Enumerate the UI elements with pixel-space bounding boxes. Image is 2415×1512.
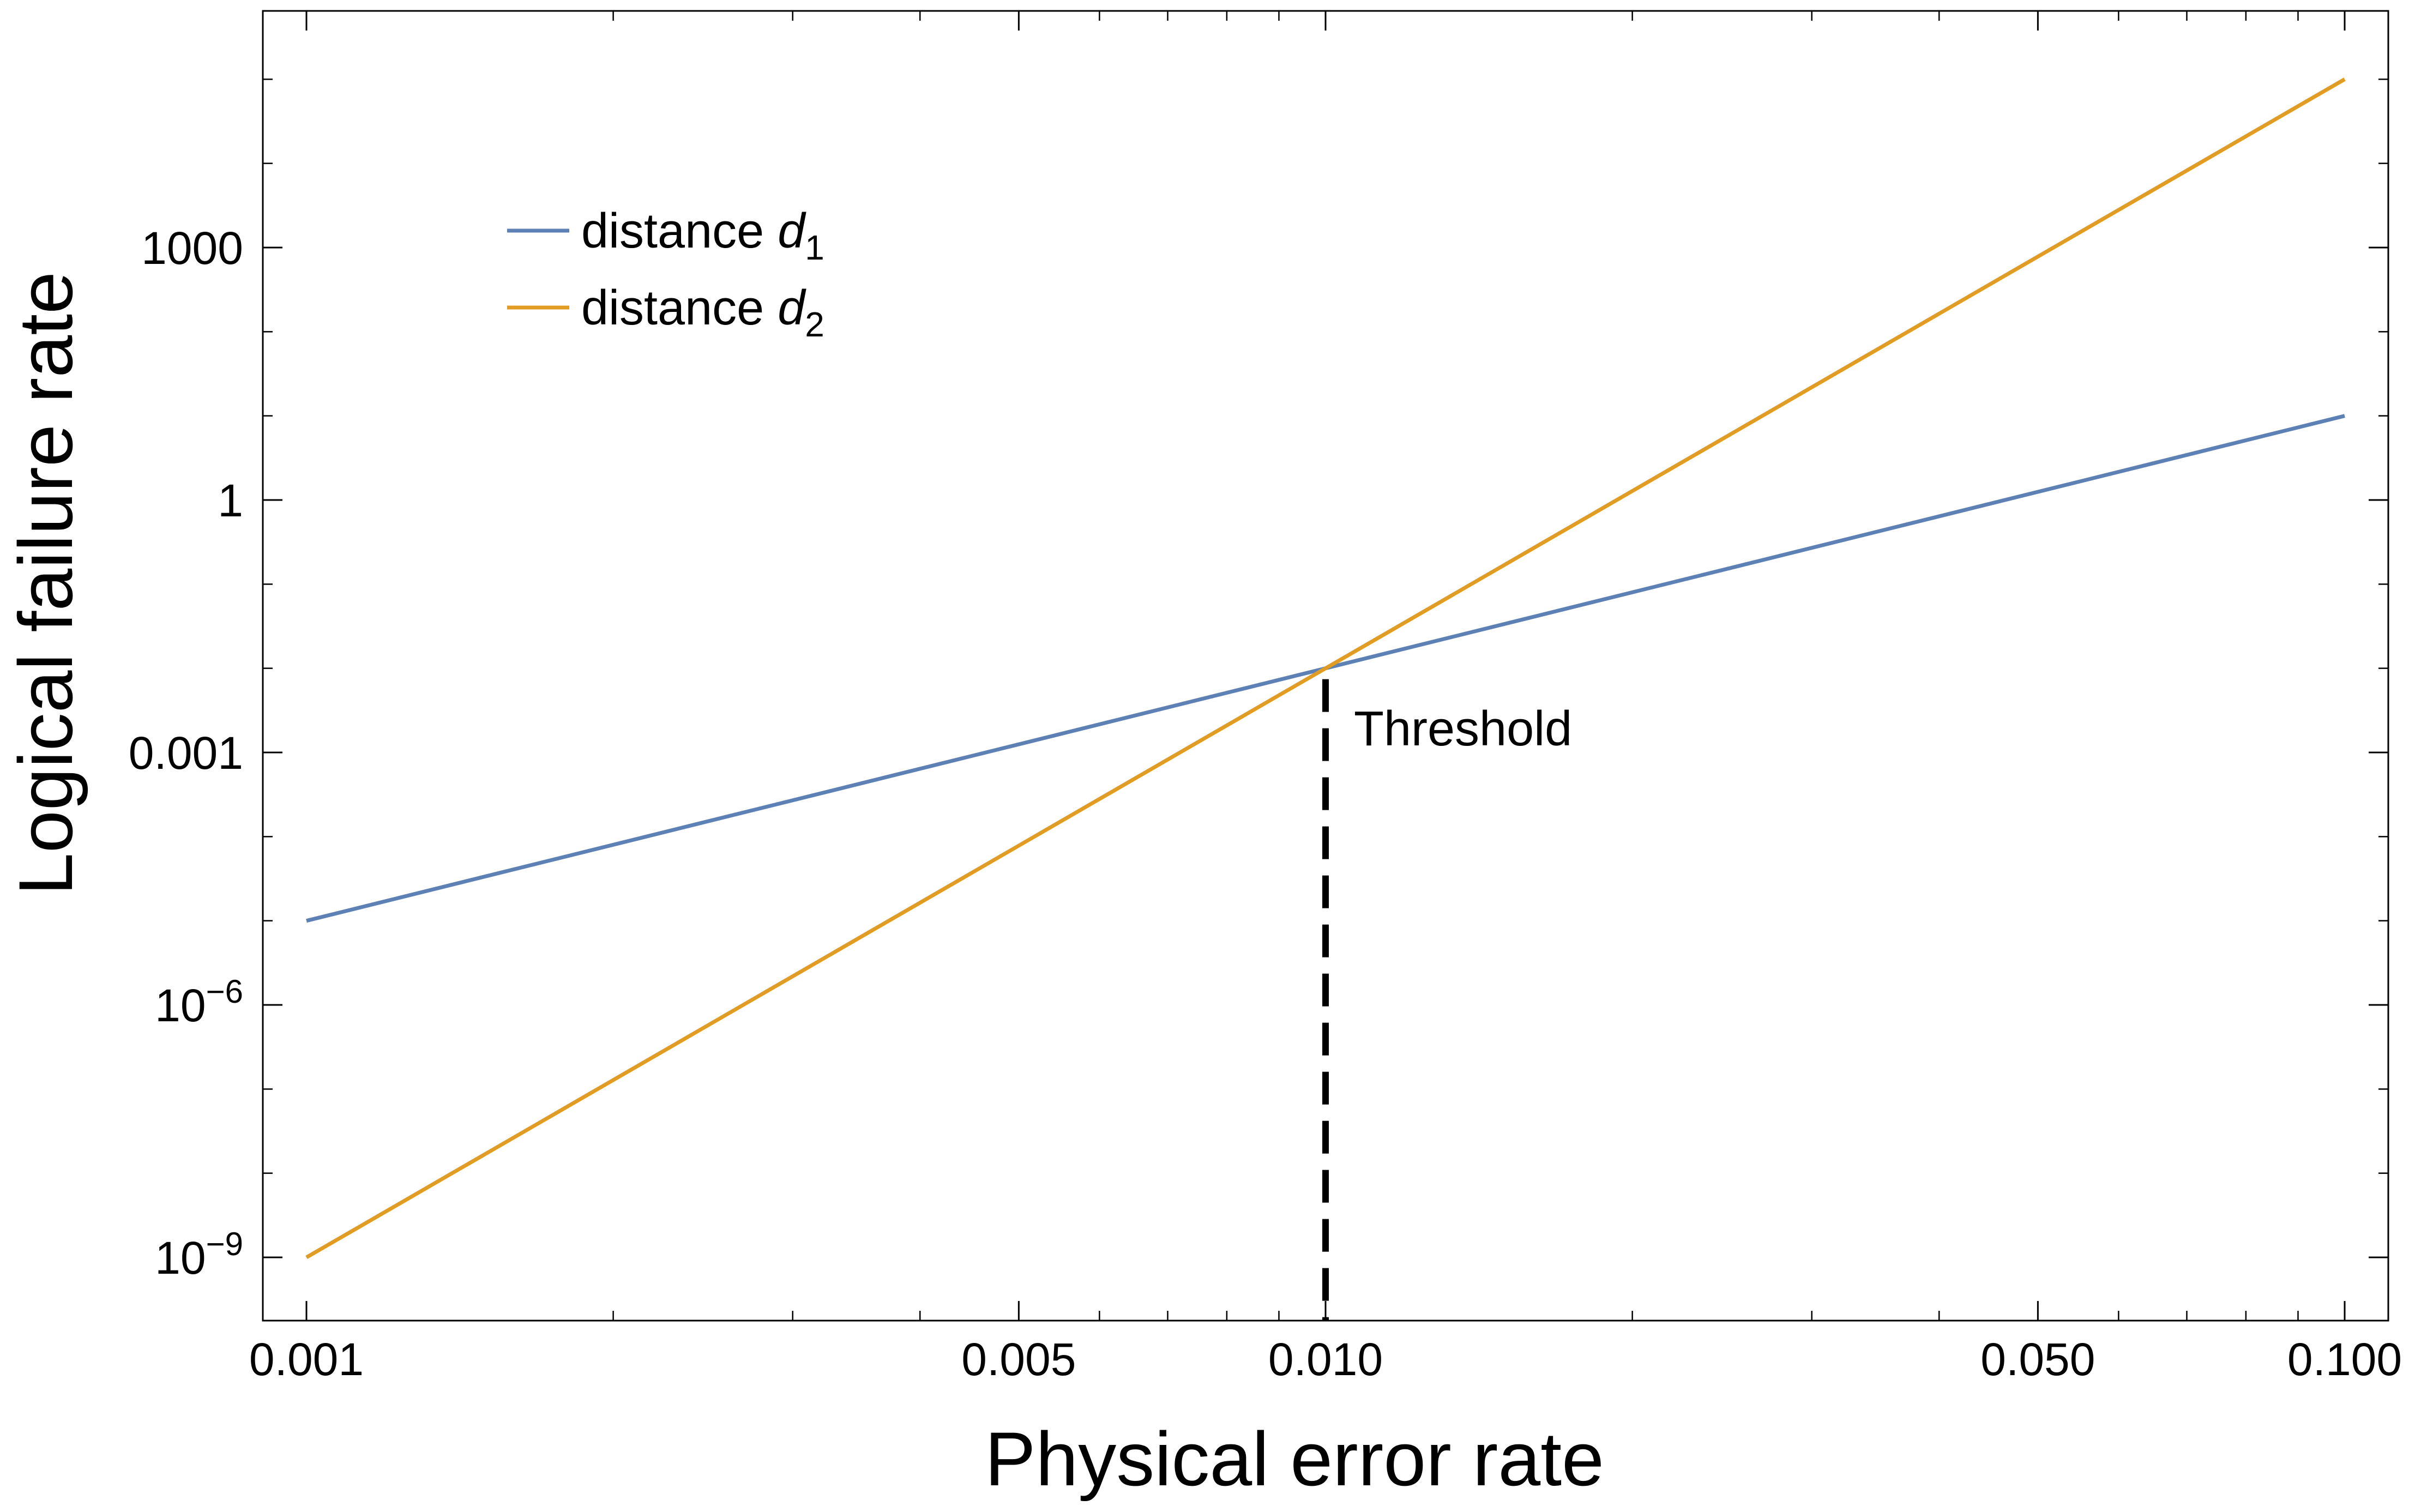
legend-label-2: distance d2 xyxy=(581,281,824,344)
minor-ticks xyxy=(263,11,2388,1321)
y-tick-label: 0.001 xyxy=(129,727,243,779)
x-tick-label: 0.005 xyxy=(961,1334,1076,1385)
y-tick-label: 1000 xyxy=(141,222,243,274)
y-axis-label: Logical failure rate xyxy=(3,272,88,895)
major-ticks xyxy=(263,11,2388,1321)
legend: distance d1 distance d2 xyxy=(507,204,824,344)
series-line-2 xyxy=(305,77,2346,1260)
threshold-label: Threshold xyxy=(1354,702,1572,756)
x-tick-label: 0.001 xyxy=(249,1334,364,1385)
y-tick-labels: 10−9 10−6 0.001 1 1000 xyxy=(129,222,243,1284)
x-tick-labels: 0.001 0.005 0.010 0.050 0.100 xyxy=(249,1334,2402,1385)
x-axis-label: Physical error rate xyxy=(985,1416,1604,1502)
x-tick-label: 0.010 xyxy=(1268,1334,1383,1385)
x-tick-label: 0.100 xyxy=(2287,1334,2402,1385)
y-tick-label: 10−9 xyxy=(155,1226,243,1284)
x-tick-label: 0.050 xyxy=(1980,1334,2095,1385)
legend-label-1: distance d1 xyxy=(581,204,824,267)
y-tick-label: 10−6 xyxy=(155,973,243,1031)
y-tick-label: 1 xyxy=(218,475,243,526)
series-lines xyxy=(305,77,2346,1260)
